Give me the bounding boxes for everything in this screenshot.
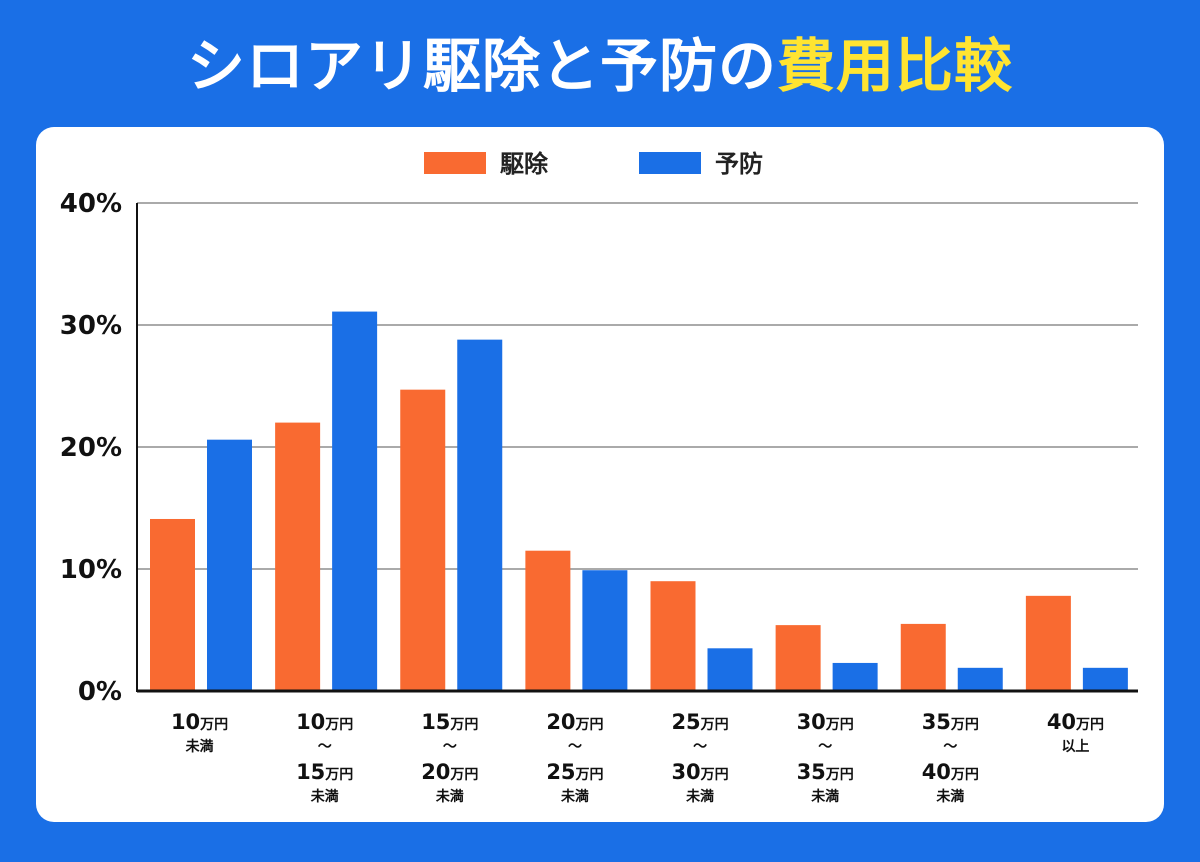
x-tick-separator: 〜 xyxy=(818,739,832,755)
bar xyxy=(275,422,321,691)
bar xyxy=(1025,595,1071,691)
bar xyxy=(707,648,753,691)
bar xyxy=(207,439,252,691)
x-tick-label: 10万円 xyxy=(171,710,228,734)
y-tick-label: 30% xyxy=(60,311,122,341)
chart-title: シロアリ駆除と予防の費用比較 xyxy=(0,26,1200,106)
bar xyxy=(900,623,946,691)
y-tick-label: 40% xyxy=(60,189,122,219)
x-tick-separator: 〜 xyxy=(318,739,332,755)
x-tick-label: 35万円 xyxy=(922,710,979,734)
legend-label: 駆除 xyxy=(500,150,549,178)
x-tick-suffix: 未満 xyxy=(436,788,464,805)
x-tick-label: 40万円 xyxy=(922,760,979,784)
title-main: シロアリ駆除と予防の xyxy=(186,32,777,100)
bar xyxy=(400,389,446,691)
x-tick-suffix: 未満 xyxy=(686,788,714,805)
x-tick-label: 15万円 xyxy=(421,710,478,734)
x-tick-suffix: 未満 xyxy=(936,788,964,805)
x-tick-separator: 〜 xyxy=(443,739,457,755)
x-tick-label: 25万円 xyxy=(671,710,728,734)
bar xyxy=(582,570,628,691)
x-tick-separator: 〜 xyxy=(943,739,957,755)
x-tick-label: 20万円 xyxy=(546,710,603,734)
bar xyxy=(332,311,378,691)
bar xyxy=(832,662,878,691)
x-tick-suffix: 未満 xyxy=(186,738,214,755)
x-tick-label: 20万円 xyxy=(421,760,478,784)
x-tick-suffix: 未満 xyxy=(561,788,589,805)
chart-card: 0% 10% 20% 30% 40% 10万円 未満 10万円〜 15万円 未満 15万円〜 20万円… xyxy=(36,127,1164,822)
x-tick-suffix: 以上 xyxy=(1061,739,1089,755)
x-tick-label: 10万円 xyxy=(296,710,353,734)
bar xyxy=(525,550,571,691)
x-tick-label: 25万円 xyxy=(546,760,603,784)
legend-swatch xyxy=(424,152,486,174)
x-tick-label: 30万円 xyxy=(671,760,728,784)
y-tick-label: 0% xyxy=(78,677,122,707)
legend-label: 予防 xyxy=(715,150,763,178)
bar xyxy=(150,518,195,691)
bar xyxy=(957,667,1003,691)
x-tick-label: 15万円 xyxy=(296,760,353,784)
bar xyxy=(1082,667,1128,691)
x-tick-label: 40万円 xyxy=(1047,710,1104,734)
title-highlight: 費用比較 xyxy=(777,32,1014,100)
bar-chart: 0%10%20%30%40%10万円未満10万円〜15万円未満15万円〜20万円… xyxy=(60,150,1138,805)
y-tick-label: 20% xyxy=(60,433,122,463)
bar xyxy=(775,625,821,691)
x-tick-suffix: 未満 xyxy=(811,788,839,805)
x-tick-label: 30万円 xyxy=(797,710,854,734)
x-tick-separator: 〜 xyxy=(568,739,582,755)
x-tick-separator: 〜 xyxy=(693,739,707,755)
bar xyxy=(457,339,503,691)
legend-swatch xyxy=(639,152,701,174)
x-tick-label: 35万円 xyxy=(797,760,854,784)
x-tick-suffix: 未満 xyxy=(311,788,339,805)
y-tick-label: 10% xyxy=(60,555,122,585)
bar xyxy=(650,581,696,691)
